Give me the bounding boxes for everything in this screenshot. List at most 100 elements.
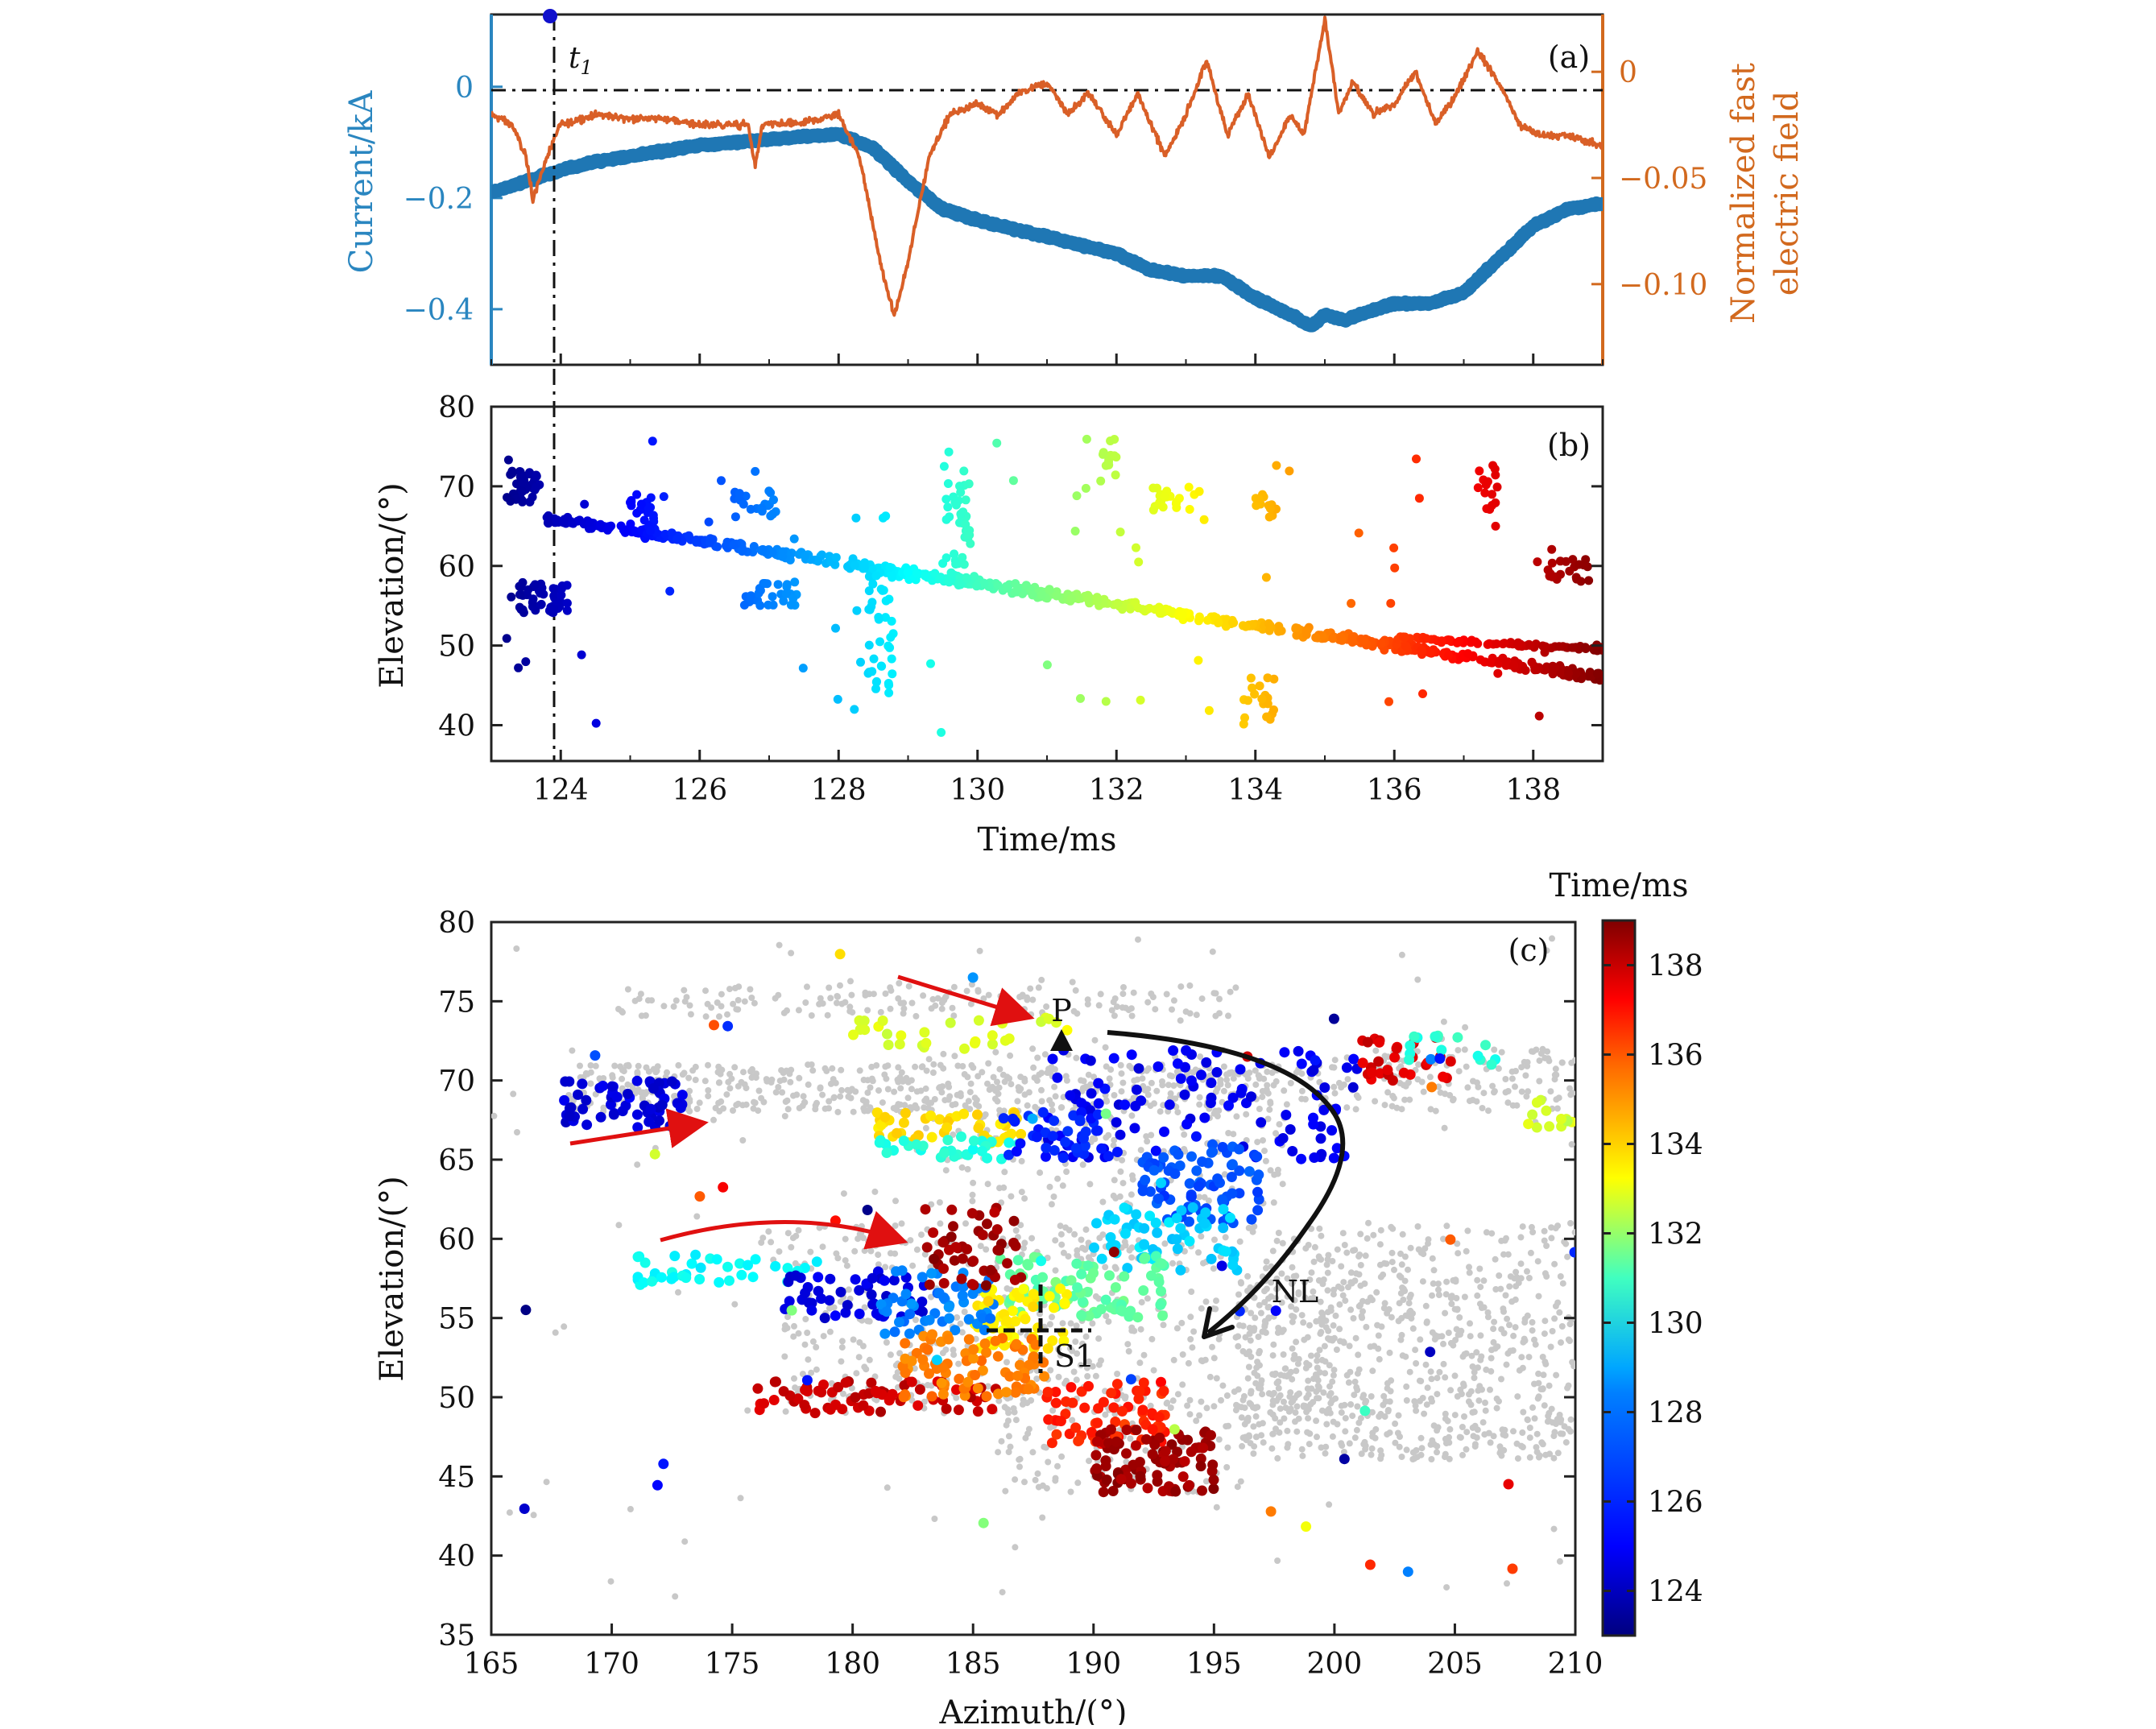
panel-c-bg-point [884,1484,891,1491]
panel-c-bg-point [1270,1352,1277,1359]
panel-c-bg-point [1477,1332,1484,1338]
panel-c-bg-point [1510,1347,1517,1354]
panel-c-bg-point [1358,1262,1364,1268]
panel-c-bg-point [1128,1112,1135,1119]
panel-c-point [1253,1169,1264,1180]
panel-b-point [731,512,740,521]
panel-c-bg-point [1086,1072,1092,1078]
panel-c-bg-point [1122,1239,1128,1245]
panel-c-bg-point [1289,1313,1295,1319]
panel-c-bg-point [1021,1006,1028,1012]
panel-b-point [1562,557,1570,566]
panel-c-bg-point [896,980,902,987]
panel-c-bg-point [849,1009,855,1015]
panel-b-point [1102,697,1111,706]
panel-c-bg-point [1240,1323,1247,1330]
panel-c-point [1111,1282,1121,1293]
panel-c-bg-point [1355,1371,1361,1377]
panel-c-bg-point [1190,1329,1197,1335]
panel-c-bg-point [1355,1351,1361,1358]
panel-b-point [523,585,532,594]
panel-c-bg-point [1092,1037,1099,1044]
panel-c-bg-point [950,1346,957,1353]
panel-c-point [928,1227,938,1238]
panel-c-bg-point [1299,1312,1306,1318]
panel-c-bg-point [1330,1084,1337,1090]
panel-c-bg-point [809,1061,815,1068]
panel-b-point [1177,610,1186,619]
panel-c-bg-point [1096,1002,1103,1008]
panel-c-point [900,1354,910,1364]
panel-b-point [518,487,527,496]
panel-c-bg-point [1141,1352,1148,1359]
panel-c-bg-point [796,1007,802,1013]
panel-b-point [519,578,528,587]
panel-c-bg-point [1406,1309,1413,1315]
panel-c-bg-point [1504,1099,1511,1106]
panel-b-point [1530,665,1539,674]
panel-c-bg-point [1383,1260,1389,1267]
panel-c-bg-point [1186,982,1193,989]
panel-c-bg-point [1047,1321,1053,1327]
panel-c-bg-point [1187,1313,1194,1320]
panel-c-bg-point [1070,979,1076,986]
panel-c-bg-point [1219,1383,1226,1389]
panel-b-point [1525,641,1534,650]
panel-c-bg-point [937,1220,943,1226]
panel-c-bg-point [1265,1304,1272,1310]
panel-c-bg-point [1248,1338,1254,1344]
panel-c-bg-point [1324,1262,1330,1268]
panel-c-bg-point [748,995,755,1001]
panel-b-point [1110,451,1119,460]
panel-c-bg-point [1227,989,1234,995]
panel-c-bg-point [1352,1434,1359,1441]
panel-c-bg-point [705,1087,711,1094]
panel-b-point [850,561,859,570]
panel-c-bg-point [1379,1323,1385,1330]
panel-c-bg-point [1325,1270,1331,1276]
panel-c-bg-point [1418,1452,1425,1458]
panel-c-bg-point [577,1063,583,1069]
panel-c-bg-point [1434,1449,1440,1455]
panel-b-point [1082,435,1091,444]
panel-c-bg-point [1396,1413,1402,1419]
panel-c-point [770,1377,780,1388]
panel-b-point [764,486,773,495]
panel-c-bg-point [1473,1349,1479,1355]
panel-c-bg-point [1332,1090,1339,1097]
panel-c-bg-point [796,1330,802,1337]
panel-c-point [1141,1434,1152,1445]
panel-c-point [676,1102,686,1113]
panel-c-bg-point [1240,1397,1247,1404]
panel-c-bg-point [1024,1102,1031,1109]
panel-b-point [603,526,612,535]
panel-c-point [647,1276,657,1287]
panel-c-point [1296,1154,1306,1164]
panel-c-bg-point [693,1077,699,1083]
panel-c-bg-point [930,1069,937,1076]
panel-c-bg-point [1310,1399,1316,1405]
panel-c-bg-point [1098,1358,1104,1364]
panel-c-bg-point [1224,1392,1231,1399]
panel-b-point [774,580,783,589]
panel-c-bg-point [1221,1064,1227,1070]
panel-c-point [1316,1133,1326,1144]
panel-b-point [1195,613,1204,622]
panel-c-point [934,1288,945,1298]
panel-c-bg-point [1256,1350,1262,1356]
panel-c-bg-point [955,1361,962,1367]
panel-c-bg-point [561,1323,567,1330]
panel-c-bg-point [1119,991,1126,997]
panel-c-point [769,1395,780,1405]
panel-c-bg-point [838,1067,844,1073]
panel-c-point [1096,1304,1107,1314]
panel-c-point [1146,1271,1157,1281]
panel-c-point [973,1383,983,1393]
panel-c-bg-point [1423,1362,1430,1368]
panel-b-point [649,514,658,523]
panel-c-point [937,1378,947,1388]
panel-c-bg-point [1107,1075,1113,1082]
panel-c-point [1148,1449,1158,1459]
panel-c-bg-point [1475,1397,1482,1404]
